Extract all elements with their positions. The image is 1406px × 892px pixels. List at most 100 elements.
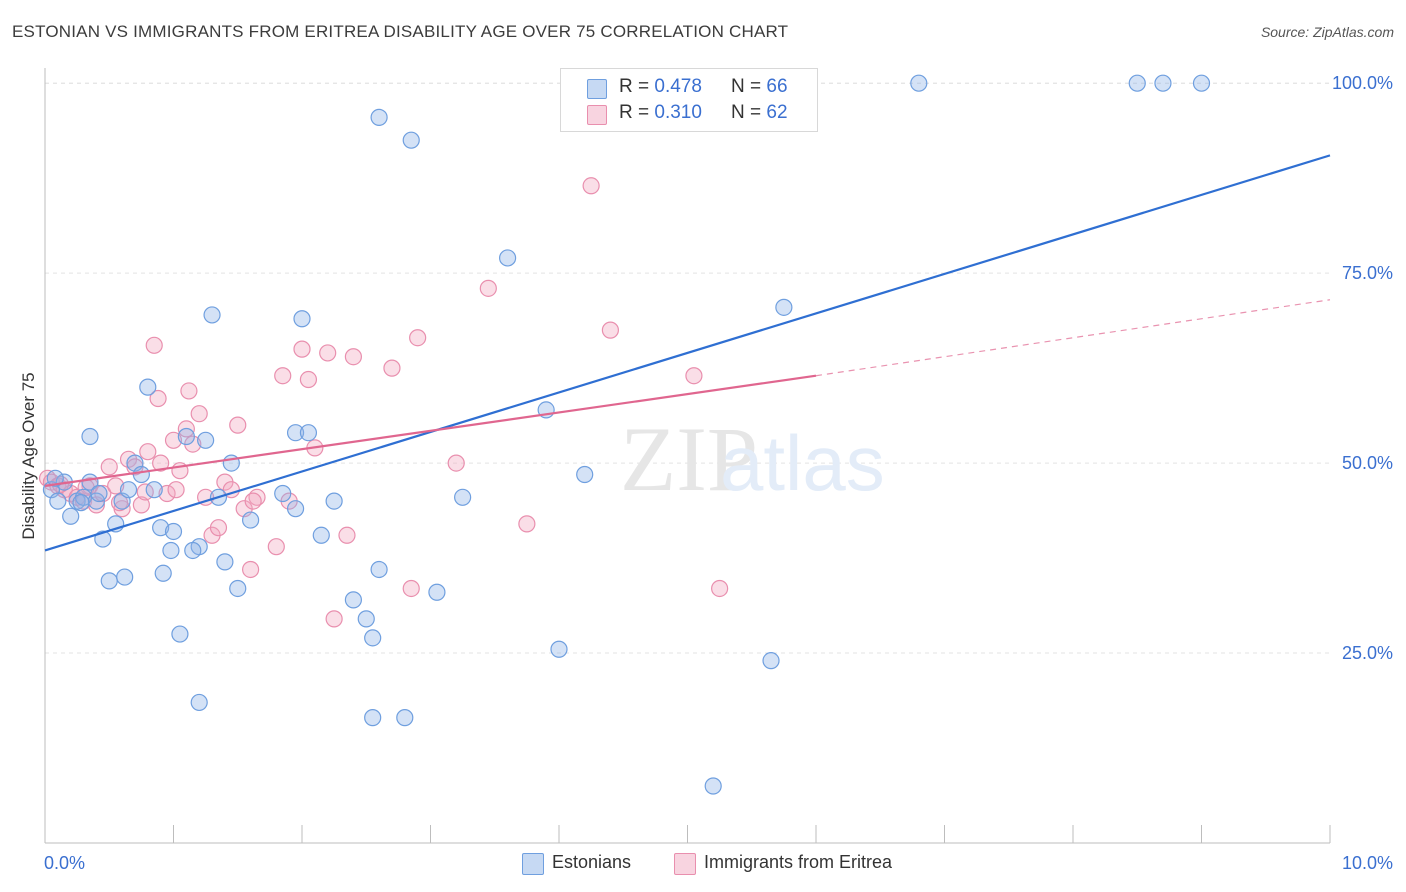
estonians-point: [293, 310, 311, 328]
estonians-swatch: [587, 79, 607, 99]
series-legend: Estonians Immigrants from Eritrea: [0, 851, 1406, 877]
eritrea-point: [402, 579, 420, 598]
r-value: 0.478: [654, 76, 702, 97]
estonians-point: [576, 465, 594, 484]
estonians-point: [357, 610, 375, 628]
estonians-point: [139, 378, 157, 396]
eritrea-point: [167, 481, 185, 499]
estonians-point: [286, 424, 305, 442]
estonians-point: [364, 709, 382, 727]
estonians-point: [184, 541, 202, 560]
eritrea-point: [180, 382, 198, 400]
estonians-trendline: [44, 154, 1331, 552]
eritrea-point: [139, 443, 157, 461]
eritrea-point: [685, 367, 703, 385]
n-value: 66: [766, 76, 788, 97]
estonians-point: [242, 511, 260, 529]
watermark-atlas: atlas: [720, 419, 885, 507]
eritrea-point: [267, 538, 285, 556]
estonians-point: [116, 568, 134, 586]
legend-label: Estonians: [552, 852, 632, 872]
estonians-point: [370, 108, 388, 126]
estonians-point: [344, 591, 362, 609]
x-tick-label: 10.0%: [1342, 853, 1393, 873]
y-tick-label: 25.0%: [1342, 643, 1393, 663]
y-tick-label: 100.0%: [1332, 73, 1393, 93]
estonians-point: [910, 74, 928, 92]
chart-title: ESTONIAN VS IMMIGRANTS FROM ERITREA DISA…: [12, 22, 789, 41]
estonians-point: [171, 625, 189, 643]
trend-layer: [44, 154, 1331, 552]
eritrea-point: [149, 389, 167, 408]
n-label: N =: [731, 102, 762, 123]
eritrea-point: [409, 329, 427, 347]
eritrea-point: [244, 492, 262, 510]
points-layer: [38, 74, 1211, 795]
eritrea-point: [209, 519, 228, 537]
eritrea-trendline-extension: [815, 299, 1331, 377]
estonians-point: [145, 481, 163, 499]
estonians-point: [119, 481, 138, 499]
r-label: R =: [619, 102, 650, 123]
estonians-point: [325, 492, 343, 510]
estonians-point: [100, 572, 118, 590]
estonians-point: [162, 541, 180, 560]
eritrea-point: [107, 477, 125, 495]
estonians-point: [402, 131, 420, 149]
estonians-point: [499, 249, 517, 267]
estonians-point: [72, 494, 90, 512]
source-credit: Source: ZipAtlas.com: [1260, 24, 1394, 40]
eritrea-point: [158, 484, 176, 503]
labels-layer: 100.0% 75.0% 50.0% 25.0% 0.0% 10.0% Disability…: [19, 73, 1393, 873]
eritrea-point: [299, 370, 318, 389]
r-value: 0.310: [654, 102, 702, 123]
eritrea-point: [100, 458, 118, 476]
axes-layer: [44, 68, 1331, 844]
estonians-point: [197, 431, 215, 449]
eritrea-point: [152, 454, 170, 472]
eritrea-point: [447, 454, 465, 472]
estonians-point: [396, 709, 414, 727]
legend-label: Immigrants from Eritrea: [704, 852, 893, 872]
eritrea-point: [383, 359, 401, 377]
eritrea-point: [479, 279, 497, 297]
r-label: R =: [619, 76, 650, 97]
eritrea-point: [242, 560, 260, 579]
n-value: 62: [766, 102, 788, 123]
estonians-point: [94, 530, 112, 548]
estonians-point: [164, 522, 183, 541]
estonians-point: [154, 564, 172, 582]
estonians-point: [704, 777, 722, 795]
eritrea-point: [229, 416, 247, 434]
eritrea-legend-swatch: [674, 853, 696, 875]
eritrea-point: [518, 515, 536, 533]
estonians-point: [312, 526, 330, 544]
eritrea-point: [344, 348, 362, 366]
n-label: N =: [731, 76, 762, 97]
y-axis-title: Disability Age Over 75: [19, 372, 38, 539]
estonians-point: [132, 465, 150, 484]
eritrea-point: [338, 526, 356, 544]
estonians-point: [229, 579, 247, 598]
x-tick-label: 0.0%: [44, 853, 85, 873]
eritrea-point: [325, 610, 343, 628]
estonians-point: [62, 507, 80, 525]
estonians-legend-swatch: [522, 853, 544, 875]
estonians-point: [203, 306, 221, 324]
estonians-point: [1192, 74, 1211, 92]
eritrea-point: [145, 336, 163, 354]
estonians-point: [152, 519, 170, 537]
estonians-point: [370, 560, 388, 579]
eritrea-point: [582, 177, 600, 195]
estonians-point: [299, 424, 318, 442]
estonians-point: [216, 553, 234, 571]
estonians-point: [286, 500, 305, 518]
estonians-point: [49, 492, 67, 510]
estonians-point: [364, 629, 382, 647]
stats-legend: R = 0.478 N = 66 R = 0.310 N = 62: [560, 68, 818, 132]
estonians-point: [1154, 74, 1172, 92]
estonians-point: [762, 652, 780, 670]
estonians-point: [274, 484, 292, 503]
grid-layer: [45, 82, 1330, 654]
